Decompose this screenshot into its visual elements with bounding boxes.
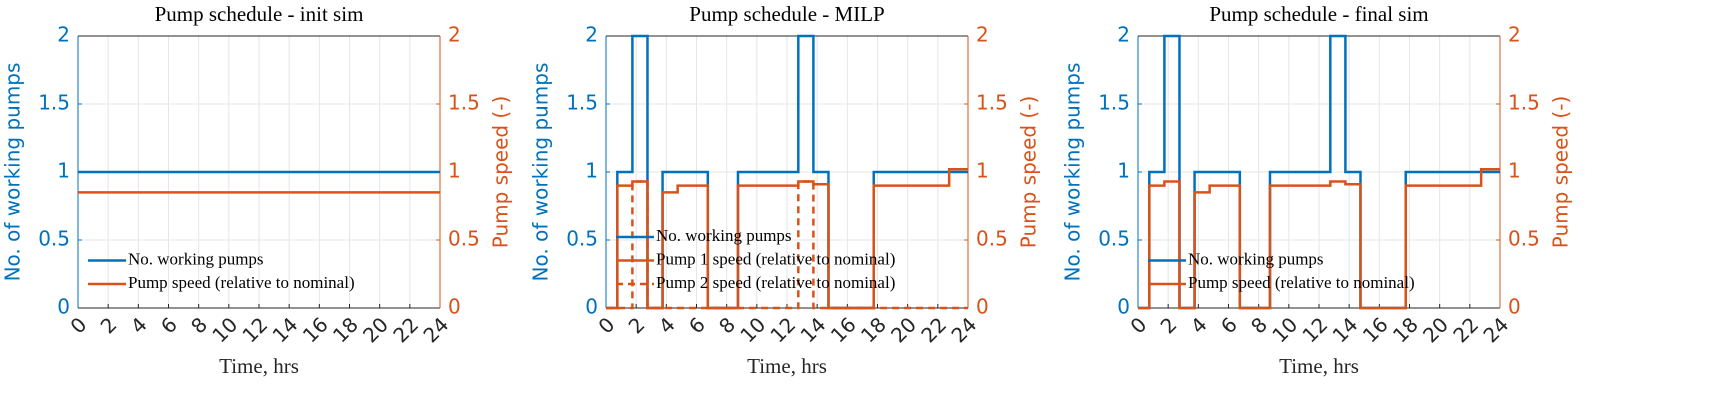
y-axis-label: No. of working pumps bbox=[1, 63, 25, 282]
y2-tick-label: 0 bbox=[448, 295, 461, 319]
y-tick-label: 1 bbox=[57, 159, 70, 183]
legend-label: No. working pumps bbox=[656, 226, 792, 245]
y2-axis-label: Pump speed (-) bbox=[1549, 96, 1573, 249]
legend-label: Pump 1 speed (relative to nominal) bbox=[656, 249, 895, 268]
x-tick-label: 6 bbox=[1216, 312, 1242, 338]
y-tick-label: 2 bbox=[1117, 23, 1130, 47]
y-tick-label: 1.5 bbox=[38, 91, 70, 115]
x-axis-label: Time, hrs bbox=[219, 354, 299, 378]
x-tick-label: 6 bbox=[156, 312, 182, 338]
chart-title: Pump schedule - final sim bbox=[1209, 2, 1428, 26]
y-tick-label: 2 bbox=[585, 23, 598, 47]
y-tick-label: 0 bbox=[585, 295, 598, 319]
x-tick-label: 8 bbox=[1246, 312, 1272, 338]
y-tick-label: 0.5 bbox=[38, 227, 70, 251]
x-tick-label: 2 bbox=[624, 312, 650, 338]
legend-label: No. working pumps bbox=[128, 249, 264, 268]
y-axis-label: No. of working pumps bbox=[529, 63, 553, 282]
y2-tick-label: 1.5 bbox=[448, 91, 480, 115]
legend-label: Pump 2 speed (relative to nominal) bbox=[656, 273, 895, 292]
legend-label: Pump speed (relative to nominal) bbox=[1188, 273, 1415, 292]
x-tick-label: 4 bbox=[654, 312, 680, 338]
y2-tick-label: 0.5 bbox=[1508, 227, 1540, 251]
x-tick-label: 4 bbox=[1186, 312, 1212, 338]
series-line bbox=[606, 168, 968, 310]
y-tick-label: 0 bbox=[1117, 295, 1130, 319]
y2-axis-label: Pump speed (-) bbox=[489, 96, 513, 249]
legend-label: Pump speed (relative to nominal) bbox=[128, 273, 355, 292]
y2-tick-label: 1.5 bbox=[1508, 91, 1540, 115]
y2-tick-label: 1 bbox=[1508, 159, 1521, 183]
x-tick-label: 2 bbox=[1156, 312, 1182, 338]
y-tick-label: 1.5 bbox=[1098, 91, 1130, 115]
y2-tick-label: 0 bbox=[1508, 295, 1521, 319]
y2-tick-label: 0.5 bbox=[448, 227, 480, 251]
x-axis-label: Time, hrs bbox=[747, 354, 827, 378]
y2-tick-label: 1 bbox=[976, 159, 989, 183]
legend-label: No. working pumps bbox=[1188, 249, 1324, 268]
y2-axis-label: Pump speed (-) bbox=[1017, 96, 1041, 249]
x-tick-label: 8 bbox=[714, 312, 740, 338]
y2-tick-label: 1 bbox=[448, 159, 461, 183]
chart-title: Pump schedule - MILP bbox=[689, 2, 884, 26]
y2-tick-label: 0 bbox=[976, 295, 989, 319]
y-tick-label: 1 bbox=[585, 159, 598, 183]
y-tick-label: 1 bbox=[1117, 159, 1130, 183]
y2-tick-label: 2 bbox=[976, 23, 989, 47]
series-line bbox=[1138, 168, 1500, 310]
y-tick-label: 0 bbox=[57, 295, 70, 319]
y-tick-label: 1.5 bbox=[566, 91, 598, 115]
y-tick-label: 0.5 bbox=[566, 227, 598, 251]
series-line bbox=[606, 180, 968, 310]
x-axis-label: Time, hrs bbox=[1279, 354, 1359, 378]
y2-tick-label: 2 bbox=[1508, 23, 1521, 47]
x-tick-label: 8 bbox=[186, 312, 212, 338]
y-axis-label: No. of working pumps bbox=[1061, 63, 1085, 282]
chart-title: Pump schedule - init sim bbox=[155, 2, 364, 26]
x-tick-label: 6 bbox=[684, 312, 710, 338]
x-tick-label: 2 bbox=[96, 312, 122, 338]
x-tick-label: 4 bbox=[126, 312, 152, 338]
y-tick-label: 0.5 bbox=[1098, 227, 1130, 251]
y-tick-label: 2 bbox=[57, 23, 70, 47]
y2-tick-label: 0.5 bbox=[976, 227, 1008, 251]
y2-tick-label: 1.5 bbox=[976, 91, 1008, 115]
y2-tick-label: 2 bbox=[448, 23, 461, 47]
